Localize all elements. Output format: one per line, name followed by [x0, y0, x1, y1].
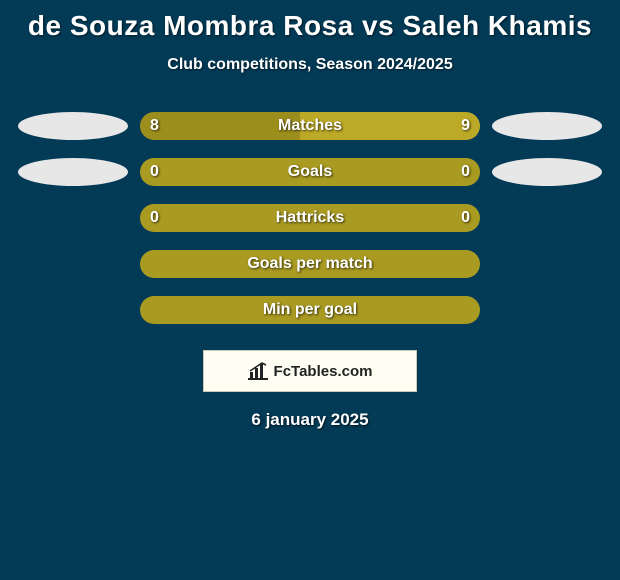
stat-rows-container: 89Matches 00Goals 00Hattricks Goals per mat… — [0, 112, 620, 324]
stat-label: Matches — [140, 112, 480, 140]
page-subtitle: Club competitions, Season 2024/2025 — [0, 56, 620, 74]
stat-bar: 00Goals — [140, 158, 480, 186]
stat-label: Hattricks — [140, 204, 480, 232]
generated-date: 6 january 2025 — [0, 410, 620, 430]
stat-row: Min per goal — [0, 296, 620, 324]
player-left-marker — [18, 112, 128, 140]
brand-footer[interactable]: FcTables.com — [203, 350, 417, 392]
brand-label: FcTables.com — [274, 363, 373, 380]
stat-bar: Goals per match — [140, 250, 480, 278]
stat-bar: Min per goal — [140, 296, 480, 324]
player-right-marker — [492, 158, 602, 186]
stat-label: Goals per match — [140, 250, 480, 278]
stat-bar: 00Hattricks — [140, 204, 480, 232]
stat-row: 00Goals — [0, 158, 620, 186]
stat-bar: 89Matches — [140, 112, 480, 140]
stat-row: Goals per match — [0, 250, 620, 278]
player-left-marker — [18, 158, 128, 186]
stat-row: 89Matches — [0, 112, 620, 140]
stat-label: Min per goal — [140, 296, 480, 324]
player-right-marker — [492, 112, 602, 140]
stat-row: 00Hattricks — [0, 204, 620, 232]
page-title: de Souza Mombra Rosa vs Saleh Khamis — [0, 0, 620, 42]
chart-icon — [248, 362, 268, 380]
stat-label: Goals — [140, 158, 480, 186]
